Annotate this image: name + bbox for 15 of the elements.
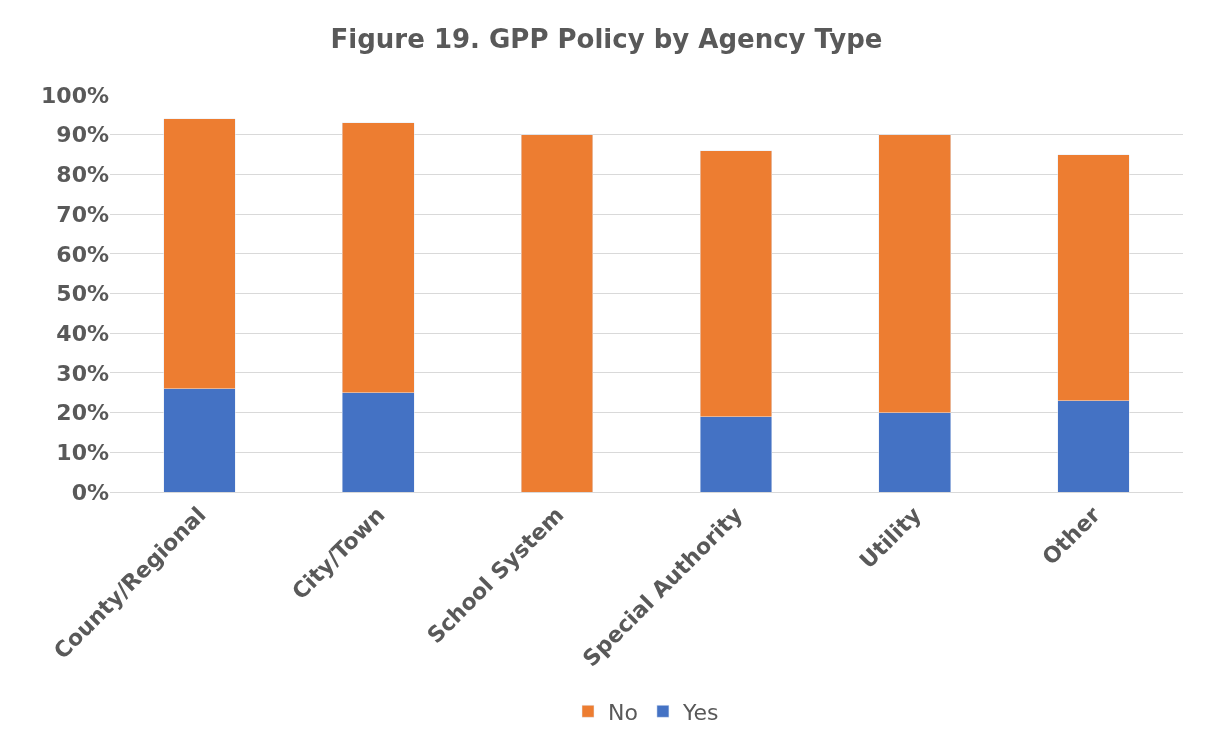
y-tick-label: 50% <box>56 281 109 307</box>
bar <box>521 134 594 492</box>
legend-label: Yes <box>681 699 719 725</box>
y-tick-label: 70% <box>56 201 109 227</box>
y-tick-label: 60% <box>56 241 109 267</box>
legend-label: No <box>608 699 638 725</box>
y-tick-label: 10% <box>56 440 109 465</box>
y-tick-label: 0% <box>71 479 109 505</box>
y-tick-label: 80% <box>56 162 109 188</box>
y-tick-label: 90% <box>56 122 109 148</box>
y-tick-label: 40% <box>56 320 109 346</box>
chart-title: Figure 19. GPP Policy by Agency Type <box>330 23 883 54</box>
y-tick-label: 20% <box>56 400 109 426</box>
y-tick-label: 30% <box>56 360 109 386</box>
y-tick-label: 100% <box>41 82 109 108</box>
